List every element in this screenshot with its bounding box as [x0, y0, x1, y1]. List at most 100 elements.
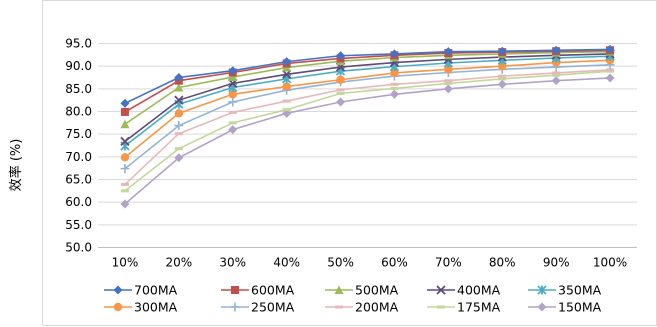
y-axis-tick-labels: 50.0 55.0 60.0 65.0 70.0 75.0 80.0 85.0 90.0 95.0: [65, 37, 92, 255]
x-axis-tick-labels: 10% 20% 30% 40% 50% 60% 70% 80% 90% 100%: [112, 256, 628, 270]
legend-swatch-marker: [537, 302, 547, 312]
data-point: [228, 125, 238, 135]
data-point: [282, 82, 291, 91]
data-point: [605, 73, 615, 83]
data-point: [552, 71, 561, 75]
legend-item: 300MA: [104, 300, 178, 315]
data-point: [174, 132, 183, 136]
data-point: [444, 65, 453, 74]
series-700ma: [120, 44, 615, 108]
data-point: [120, 182, 129, 186]
legend-label: 300MA: [134, 300, 178, 315]
data-point: [552, 73, 561, 77]
data-point: [174, 121, 184, 131]
legend-label: 350MA: [558, 283, 602, 298]
legend-swatch-marker: [437, 305, 445, 309]
x-tick-label: 30%: [219, 256, 246, 270]
series-line: [124, 59, 611, 158]
series-line: [124, 50, 611, 125]
data-point: [120, 107, 129, 116]
data-point: [336, 91, 345, 95]
data-point: [228, 97, 238, 107]
y-tick-label: 95.0: [65, 37, 92, 51]
x-tick-label: 80%: [489, 256, 516, 270]
data-point: [228, 121, 237, 125]
x-tick-label: 50%: [327, 256, 354, 270]
legend-label: 175MA: [457, 300, 501, 315]
data-point: [174, 147, 183, 151]
y-tick-label: 50.0: [65, 241, 92, 255]
data-point: [120, 119, 130, 129]
x-tick-label: 20%: [166, 256, 193, 270]
data-point: [120, 98, 130, 108]
data-point: [282, 99, 291, 103]
series-line: [124, 77, 611, 205]
data-point: [390, 86, 399, 90]
series-200ma: [120, 68, 615, 186]
data-point: [174, 73, 184, 82]
data-point: [497, 79, 507, 89]
legend-label: 200MA: [355, 300, 399, 315]
data-point: [551, 45, 561, 55]
data-point: [336, 75, 345, 84]
data-point: [389, 89, 399, 99]
legend-item: 200MA: [325, 300, 399, 315]
series-line: [124, 48, 611, 105]
x-tick-label: 100%: [593, 256, 627, 270]
series-line: [124, 68, 611, 186]
legend-item: 150MA: [528, 300, 602, 315]
data-point: [444, 79, 453, 83]
series-150ma: [120, 73, 615, 209]
x-tick-label: 40%: [273, 256, 300, 270]
y-tick-label: 90.0: [65, 59, 92, 73]
data-point: [551, 76, 561, 86]
data-point: [174, 109, 184, 118]
legend-item: 175MA: [427, 300, 501, 315]
data-point: [120, 164, 130, 174]
data-point: [174, 95, 184, 105]
data-point: [497, 46, 507, 56]
legend-label: 150MA: [558, 300, 602, 315]
y-tick-label: 55.0: [65, 218, 92, 232]
data-point: [120, 153, 130, 162]
data-point: [228, 66, 238, 76]
x-tick-label: 60%: [381, 256, 408, 270]
y-axis-label: 效率 (%): [8, 139, 24, 192]
series-line: [124, 64, 611, 170]
legend-item: 600MA: [221, 283, 295, 298]
legend-swatch-marker: [113, 285, 123, 295]
x-tick-label: 70%: [435, 256, 462, 270]
x-tick-label: 90%: [543, 256, 570, 270]
data-point: [228, 72, 238, 82]
legend-swatch-marker: [335, 305, 343, 309]
legend-label: 600MA: [251, 283, 295, 298]
data-point: [443, 84, 453, 94]
data-point: [336, 97, 346, 107]
legend: 700MA 600MA 500MA 400MA 350MA 300MA 250MA 200MA…: [104, 283, 602, 315]
legend-swatch-marker: [113, 302, 123, 312]
series-line: [124, 55, 611, 147]
legend-item: 700MA: [104, 283, 178, 298]
data-point: [228, 110, 237, 114]
series-line: [124, 49, 611, 113]
legend-swatch-marker: [334, 285, 344, 294]
legend-item: 350MA: [528, 283, 602, 298]
data-point: [120, 199, 130, 209]
data-point: [606, 68, 615, 72]
y-tick-label: 70.0: [65, 150, 92, 164]
data-point: [605, 44, 615, 54]
x-tick-label: 10%: [112, 256, 139, 270]
y-tick-label: 65.0: [65, 173, 92, 187]
data-point: [390, 68, 399, 78]
legend-swatch-marker: [231, 286, 239, 294]
data-point: [228, 90, 237, 99]
data-point: [498, 77, 507, 81]
y-tick-label: 85.0: [65, 82, 92, 96]
data-point: [390, 82, 399, 86]
gridlines: [98, 43, 637, 248]
legend-label: 700MA: [134, 283, 178, 298]
data-point: [282, 57, 292, 67]
y-tick-label: 80.0: [65, 105, 92, 119]
series-layer: [120, 44, 615, 209]
